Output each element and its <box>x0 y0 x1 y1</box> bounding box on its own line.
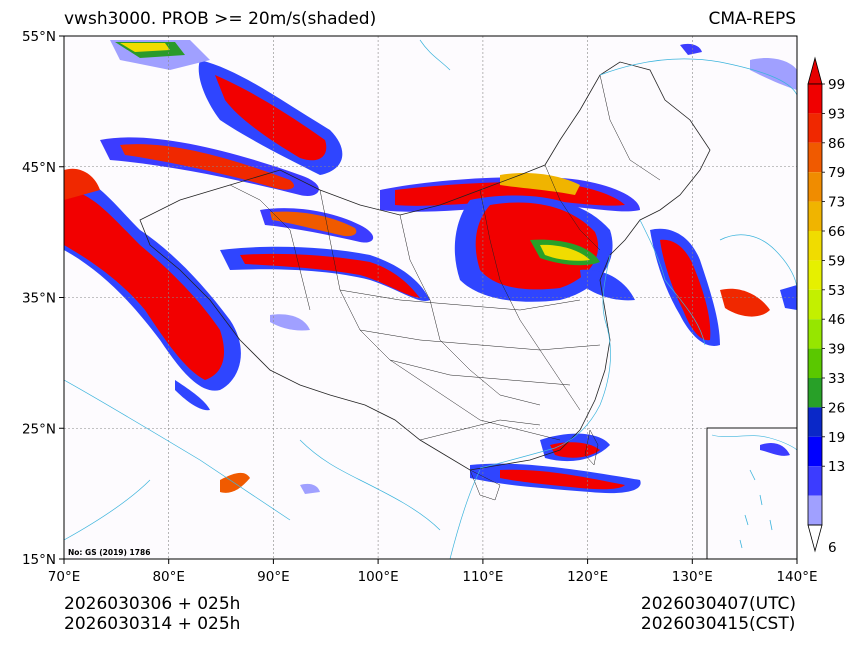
colorbar-segment <box>808 348 822 378</box>
colorbar-label: 59 <box>828 253 845 269</box>
lon-label: 100°E <box>358 569 399 585</box>
colorbar-label: 93 <box>828 106 845 122</box>
lon-label: 70°E <box>48 569 80 585</box>
coastlines <box>64 39 797 559</box>
boundaries <box>139 61 711 501</box>
graticule <box>64 36 797 559</box>
south-china-sea-inset <box>706 427 798 560</box>
colorbar-over-arrow <box>807 56 823 85</box>
colorbar-label: 33 <box>828 371 845 387</box>
probability-shading <box>64 40 797 494</box>
colorbar-segment <box>808 231 822 261</box>
lon-label: 120°E <box>567 569 608 585</box>
longitude-labels: 70°E 80°E 90°E 100°E 110°E 120°E 130°E 1… <box>48 569 818 585</box>
lon-label: 80°E <box>152 569 184 585</box>
lon-label: 90°E <box>257 569 289 585</box>
valid-time-cst: 2026030415(CST) <box>640 614 796 634</box>
colorbar-label: 79 <box>828 165 845 181</box>
lon-label: 110°E <box>462 569 503 585</box>
init-time-cst: 2026030314 + 025h <box>64 614 241 634</box>
lat-label: 55°N <box>22 29 56 45</box>
colorbar-segment <box>808 495 822 525</box>
colorbar-label: 46 <box>828 312 845 328</box>
latitude-labels: 55°N 45°N 35°N 25°N 15°N <box>22 29 56 568</box>
lon-label: 130°E <box>672 569 713 585</box>
colorbar-segment <box>808 142 822 173</box>
colorbar-segment <box>808 84 822 114</box>
colorbar-label: 19 <box>828 430 845 446</box>
lat-label: 25°N <box>22 421 56 437</box>
colorbar-segment <box>808 407 822 437</box>
colorbar-label: 53 <box>828 283 845 299</box>
colorbar-label: 26 <box>828 400 845 416</box>
colorbar-label: 13 <box>828 459 845 475</box>
colorbar-label: 99 <box>828 77 845 93</box>
init-time-utc: 2026030306 + 025h <box>64 594 241 614</box>
colorbar-segment <box>808 172 822 202</box>
lat-label: 15°N <box>22 552 56 568</box>
colorbar-segment <box>808 113 822 143</box>
colorbar-segment <box>808 466 822 496</box>
colorbar-segment <box>808 260 822 290</box>
map-approval-note: No: GS (2019) 1786 <box>68 548 150 557</box>
map-title: vwsh3000. PROB >= 20m/s(shaded) <box>64 9 377 29</box>
colorbar-frame <box>807 83 823 526</box>
lon-label: 140°E <box>776 569 817 585</box>
init-time-block: 2026030306 + 025h 2026030314 + 025h <box>64 594 240 634</box>
colorbar-under-arrow <box>807 524 823 553</box>
colorbar-segment <box>808 289 822 320</box>
lat-label: 35°N <box>22 291 56 307</box>
colorbar-segment <box>808 436 822 467</box>
lat-label: 45°N <box>22 160 56 176</box>
colorbar-label: 39 <box>828 342 845 358</box>
colorbar-segment <box>808 319 822 349</box>
model-name: CMA-REPS <box>708 9 796 29</box>
colorbar-label: 73 <box>828 195 845 211</box>
colorbar-segment <box>808 378 822 408</box>
colorbar-label: 6 <box>828 540 837 556</box>
valid-time-utc: 2026030407(UTC) <box>640 594 796 614</box>
colorbar-segment <box>808 201 822 231</box>
colorbar-label: 66 <box>828 224 845 240</box>
colorbar-label: 86 <box>828 136 845 152</box>
colorbar: 99 93 86 79 73 66 59 53 46 39 33 26 19 13 6 <box>807 56 845 556</box>
axis-ticks <box>59 35 798 564</box>
valid-time-block: 2026030407(UTC) 2026030415(CST) <box>641 594 796 634</box>
